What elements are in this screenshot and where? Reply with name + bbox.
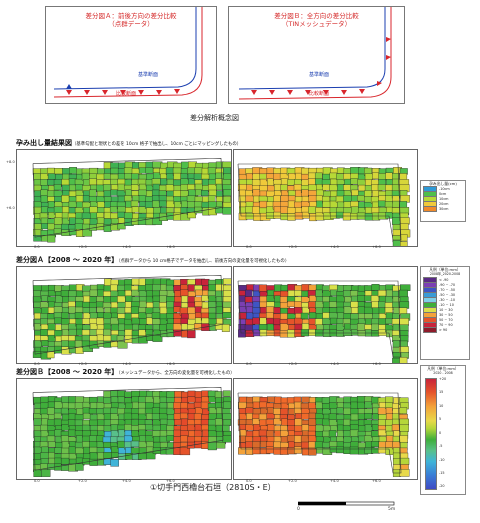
tick-b-l1: +2.0 xyxy=(78,479,87,483)
tick-b1-r0: 0.0 xyxy=(246,245,252,249)
diff-b-tick-3: 5 xyxy=(439,417,442,421)
ytick-b1-a: +8.0 xyxy=(6,160,15,164)
tick-a-l3: +6.0 xyxy=(166,362,175,366)
legend-label: -30 ~ -10 xyxy=(439,297,456,302)
tick-b-l2: +4.0 xyxy=(122,479,131,483)
legend-label: -90 ~ -70 xyxy=(439,282,456,287)
diff-b-tick-0: +20 xyxy=(439,377,447,381)
diff-a-legend-title: 凡例（単位:mm） xyxy=(429,267,461,272)
diff-b-tick-1: 15 xyxy=(439,390,444,394)
tick-b1-l0: 0.0 xyxy=(34,245,40,249)
diff-b-map-left xyxy=(16,378,232,480)
legend-label: 20cm xyxy=(439,201,449,206)
concept-b-base-label: 基準断面 xyxy=(309,72,330,78)
tick-b-r1: +2.0 xyxy=(288,479,297,483)
tick-a-r1: +2.0 xyxy=(288,362,297,366)
legend-label: 10cm xyxy=(439,196,449,201)
diff-b-legend: 凡例（単位:mm） 2020 - 2008 +20 15 10 5 0 -5 -… xyxy=(420,365,466,495)
tick-b-l3: +6.0 xyxy=(166,479,175,483)
legend-label: -10 ~ 10 xyxy=(439,302,454,307)
concept-diagram-b: 差分図Ｂ：全方向の差分比較 （TINメッシュデータ） 基準断面 比較断面 xyxy=(228,6,405,104)
scale-bar-graphic xyxy=(298,501,395,506)
bulge-legend: 孕み出し量(cm) -10cm 0cm 10cm 20cm 30cm xyxy=(420,180,466,222)
concept-caption: 差分解析概念図 xyxy=(190,114,239,122)
diff-b-tick-6: -10 xyxy=(439,458,445,462)
diff-b-tick-2: 10 xyxy=(439,404,444,408)
diff-a-map-left xyxy=(16,266,232,364)
bulge-legend-title: 孕み出し量(cm) xyxy=(429,181,457,186)
legend-label: 30cm xyxy=(439,206,449,211)
diff-b-tick-4: 0 xyxy=(439,431,442,435)
legend-label: 50 ~ 70 xyxy=(439,317,453,322)
scale-start: 0 xyxy=(297,507,300,512)
concept-a-title: 差分図Ａ：前後方向の差分比較 （点群データ） xyxy=(85,12,177,28)
legend-swatch xyxy=(423,205,437,212)
ytick-b1-b: +6.0 xyxy=(6,206,15,210)
scale-bar: 0 5m xyxy=(297,500,398,514)
legend-label: 0cm xyxy=(439,191,447,196)
bulge-map-right-graphic xyxy=(237,163,411,246)
section-bulge-title: 孕み出し量結果図（基準勾配と現状との差を 10cm 格子で抽出し、10cm ごと… xyxy=(16,139,242,147)
diff-a-legend: 凡例（単位:mm） 2008年_2020-2008 < -90 -90 ~ -7… xyxy=(420,266,470,360)
bulge-map-left-graphic xyxy=(32,157,231,243)
diff-b-legend-title: 凡例（単位:mm） xyxy=(427,366,459,371)
tick-b-r3: +6.0 xyxy=(372,479,381,483)
tick-a-r3: +6.0 xyxy=(372,362,381,366)
diff-b-legend-subtitle: 2020 - 2008 xyxy=(433,371,453,375)
tick-a-r0: 0.0 xyxy=(246,362,252,366)
section-diff-a-title: 差分図Ａ【2008 ～ 2020 年】（点群データから 10 cm格子でデータを… xyxy=(16,256,290,264)
legend-label: < -90 xyxy=(439,277,449,282)
tick-b-r0: 0.0 xyxy=(246,479,252,483)
diff-a-map-left-graphic xyxy=(32,274,231,360)
tick-b1-r1: +2.0 xyxy=(288,245,297,249)
bulge-map-left xyxy=(16,149,232,247)
legend-label: 70 ~ 90 xyxy=(439,322,453,327)
concept-a-compare-label: 比較断面 xyxy=(116,91,137,97)
concept-b-graphic xyxy=(238,7,392,100)
diff-a-map-right xyxy=(233,266,418,364)
legend-label: 30 ~ 50 xyxy=(439,312,453,317)
diff-b-tick-5: -5 xyxy=(439,444,443,448)
concept-a-base-label: 基準断面 xyxy=(138,72,159,78)
tick-a-l2: +4.0 xyxy=(122,362,131,366)
tick-b1-l2: +4.0 xyxy=(122,245,131,249)
diff-a-map-right-graphic xyxy=(237,280,411,363)
legend-label: -70 ~ -50 xyxy=(439,287,456,292)
concept-diagram-a: 差分図Ａ：前後方向の差分比較 （点群データ） 基準断面 比較断面 xyxy=(45,6,217,104)
diff-b-colorbar xyxy=(425,378,437,490)
tick-a-l0: 0.0 xyxy=(34,362,40,366)
legend-label: 10 ~ 30 xyxy=(439,307,453,312)
diff-b-map-right-graphic xyxy=(237,392,410,477)
diff-b-tick-8: -20 xyxy=(439,484,445,488)
diff-a-legend-subtitle: 2008年_2020-2008 xyxy=(429,272,461,276)
tick-b-r2: +4.0 xyxy=(330,479,339,483)
diff-b-map-right xyxy=(233,378,418,480)
tick-b1-r2: +4.0 xyxy=(330,245,339,249)
tick-a-l1: +2.0 xyxy=(78,362,87,366)
concept-b-title: 差分図Ｂ：全方向の差分比較 （TINメッシュデータ） xyxy=(274,12,359,28)
tick-b1-l1: +2.0 xyxy=(78,245,87,249)
concept-a-graphic xyxy=(53,7,203,98)
section-diff-b-title: 差分図Ｂ【2008 ～ 2020 年】（メッシュデータから、全方向の変化量を可視… xyxy=(16,368,235,376)
legend-label: -50 ~ -30 xyxy=(439,292,456,297)
diff-b-map-left-graphic xyxy=(32,386,231,477)
tick-b1-l3: +6.0 xyxy=(166,245,175,249)
scale-end: 5m xyxy=(388,507,396,512)
tick-a-r2: +4.0 xyxy=(330,362,339,366)
tick-b1-r3: +6.0 xyxy=(372,245,381,249)
diff-b-tick-7: -15 xyxy=(439,471,445,475)
legend-row: 30cm xyxy=(421,205,465,212)
figure-caption: ①切手門西櫓台石垣（2810S・E） xyxy=(150,483,276,492)
concept-b-compare-label: 比較断面 xyxy=(309,91,330,97)
legend-label: > 90 xyxy=(439,327,448,332)
legend-label: -10cm xyxy=(439,186,450,191)
legend-swatch xyxy=(423,326,437,333)
legend-row: > 90 xyxy=(421,326,469,333)
bulge-map-right xyxy=(233,149,418,247)
tick-b-l0: 0.0 xyxy=(34,479,40,483)
